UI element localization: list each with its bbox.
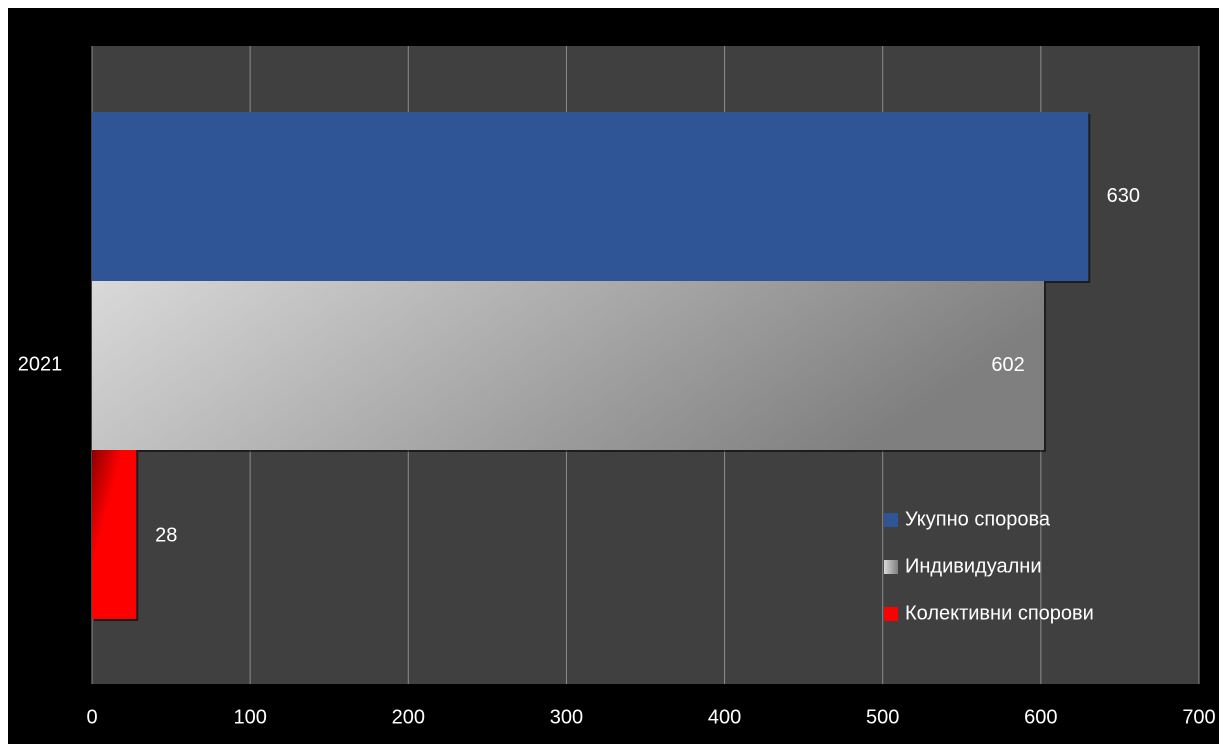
x-tick-label: 600 bbox=[1024, 706, 1057, 728]
data-label: 28 bbox=[155, 524, 177, 546]
x-tick-label: 500 bbox=[866, 706, 899, 728]
data-label: 602 bbox=[991, 354, 1024, 376]
legend-item-individual: Индивидуални bbox=[884, 555, 1042, 577]
x-tick-label: 200 bbox=[392, 706, 425, 728]
x-tick-label: 0 bbox=[86, 706, 97, 728]
x-axis-ticks: 0 100 200 300 400 500 600 700 bbox=[86, 706, 1215, 728]
data-labels: 630 602 28 bbox=[155, 185, 1140, 547]
legend-item-total: Укупно спорова bbox=[884, 508, 1051, 530]
bars bbox=[92, 112, 1091, 621]
x-tick-label: 400 bbox=[708, 706, 741, 728]
legend: Укупно спорова Индивидуални Колективни спо… bbox=[884, 508, 1094, 624]
x-tick-label: 700 bbox=[1182, 706, 1215, 728]
legend-label: Укупно спорова bbox=[905, 508, 1051, 530]
legend-swatch bbox=[884, 513, 898, 527]
legend-swatch bbox=[884, 607, 898, 621]
legend-label: Колективни спорови bbox=[905, 602, 1094, 624]
legend-label: Индивидуални bbox=[905, 555, 1042, 577]
x-tick-label: 300 bbox=[550, 706, 583, 728]
legend-swatch bbox=[884, 560, 898, 574]
bar-total bbox=[92, 112, 1089, 281]
legend-item-collective: Колективни спорови bbox=[884, 602, 1094, 624]
category-label: 2021 bbox=[18, 353, 63, 375]
x-tick-label: 100 bbox=[233, 706, 266, 728]
bar-collective bbox=[92, 450, 137, 619]
data-label: 630 bbox=[1107, 185, 1140, 207]
bar-individual bbox=[92, 281, 1045, 450]
